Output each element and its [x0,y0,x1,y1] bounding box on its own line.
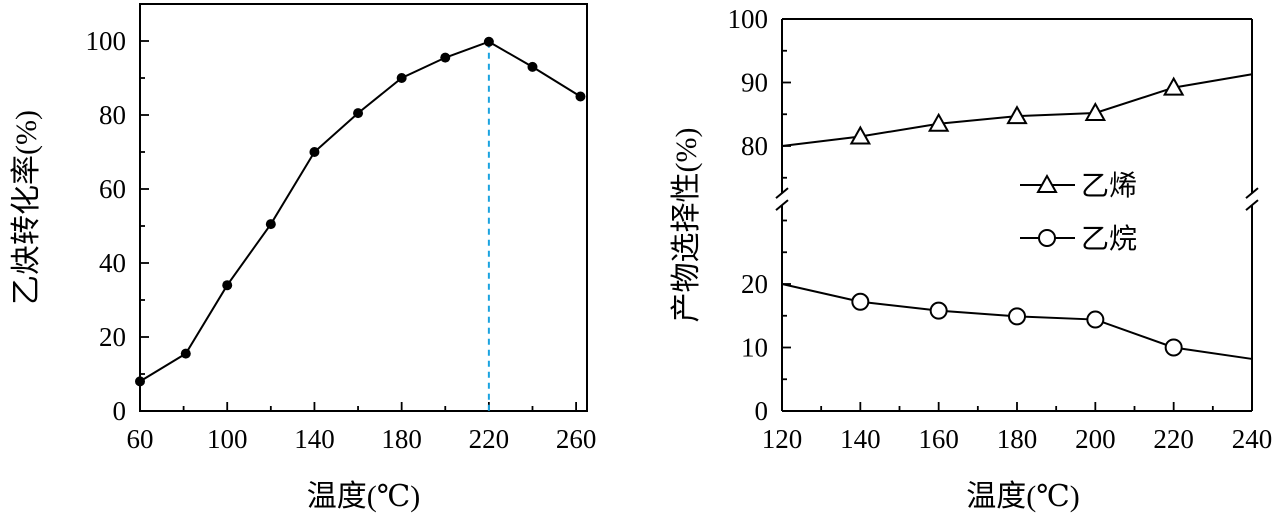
legend-label: 乙烷 [1081,223,1137,255]
left-y-tick-label: 40 [99,248,126,278]
left-plot-frame [139,3,588,412]
left-data-point [483,36,494,47]
left-data-point [396,73,407,83]
right-y-tick-label: 0 [755,396,769,426]
right-data-point-ethane [1086,310,1105,329]
left-data-point [527,61,538,72]
right-data-point-ethylene [1084,101,1107,121]
right-y-tick-label: 100 [728,4,769,34]
left-data-point [440,52,451,63]
left-x-tick-label: 140 [294,424,335,454]
left-series-line [139,40,581,383]
right-data-point-ethane [1008,307,1026,326]
right-y-tick-label: 90 [741,68,768,98]
right-data-point-ethylene [927,112,950,132]
left-x-tick-label: 260 [556,424,597,454]
left-y-tick-label: 20 [99,322,126,352]
right-y-tick-label: 80 [741,131,768,161]
axis-break-mark [775,199,789,211]
right-data-point-ethane [1164,338,1183,357]
left-y-tick-label: 80 [99,100,126,130]
left-x-tick-label: 60 [127,424,154,454]
left-x-tick-label: 220 [469,424,510,454]
right-data-point-ethylene [1006,105,1028,125]
left-data-point [180,348,191,359]
legend-marker-circle [1038,229,1056,247]
left-x-axis-title: 温度(℃) [307,480,421,513]
right-chart: 120 140 160 180 200 220 240 0 10 20 80 90 100 温度(℃) 产物… [670,4,1272,513]
left-data-point [222,280,233,291]
axis-break-mark [1245,199,1259,211]
right-x-tick-label: 140 [840,424,881,454]
left-y-tick-label: 0 [113,396,127,426]
left-chart: 60 100 140 180 220 260 0 20 40 60 80 100 温度(℃) 乙炔转化率(… [10,3,597,513]
right-y-tick-label: 10 [741,333,768,363]
right-x-tick-label: 240 [1232,424,1273,454]
left-x-tick-label: 180 [381,424,422,454]
left-y-tick-label: 100 [86,26,127,56]
left-data-point [309,147,320,157]
legend-label: 乙烯 [1081,170,1137,202]
right-y-axis-title: 产物选择性(%) [670,128,703,323]
axis-break-mark [1245,187,1259,199]
right-y-tick-label: 20 [741,269,768,299]
legend-marker-triangle [1036,173,1058,193]
right-data-point-ethylene [1162,76,1185,96]
right-x-tick-label: 120 [762,424,803,454]
left-data-point [575,91,586,102]
left-data-point [265,219,276,230]
axis-break-mark [775,187,789,199]
right-x-tick-label: 180 [997,424,1038,454]
right-data-point-ethane [851,292,870,311]
right-data-point-ethane [929,301,948,320]
left-y-axis-title: 乙炔转化率(%) [10,110,43,305]
right-x-tick-label: 220 [1153,424,1194,454]
left-data-point [353,108,364,119]
right-data-point-ethylene [849,125,872,145]
left-data-point [135,376,145,387]
left-x-tick-label: 100 [207,424,248,454]
left-y-tick-label: 60 [99,174,126,204]
right-x-tick-label: 200 [1075,424,1116,454]
right-x-axis-title: 温度(℃) [966,480,1080,513]
right-x-tick-label: 160 [918,424,959,454]
